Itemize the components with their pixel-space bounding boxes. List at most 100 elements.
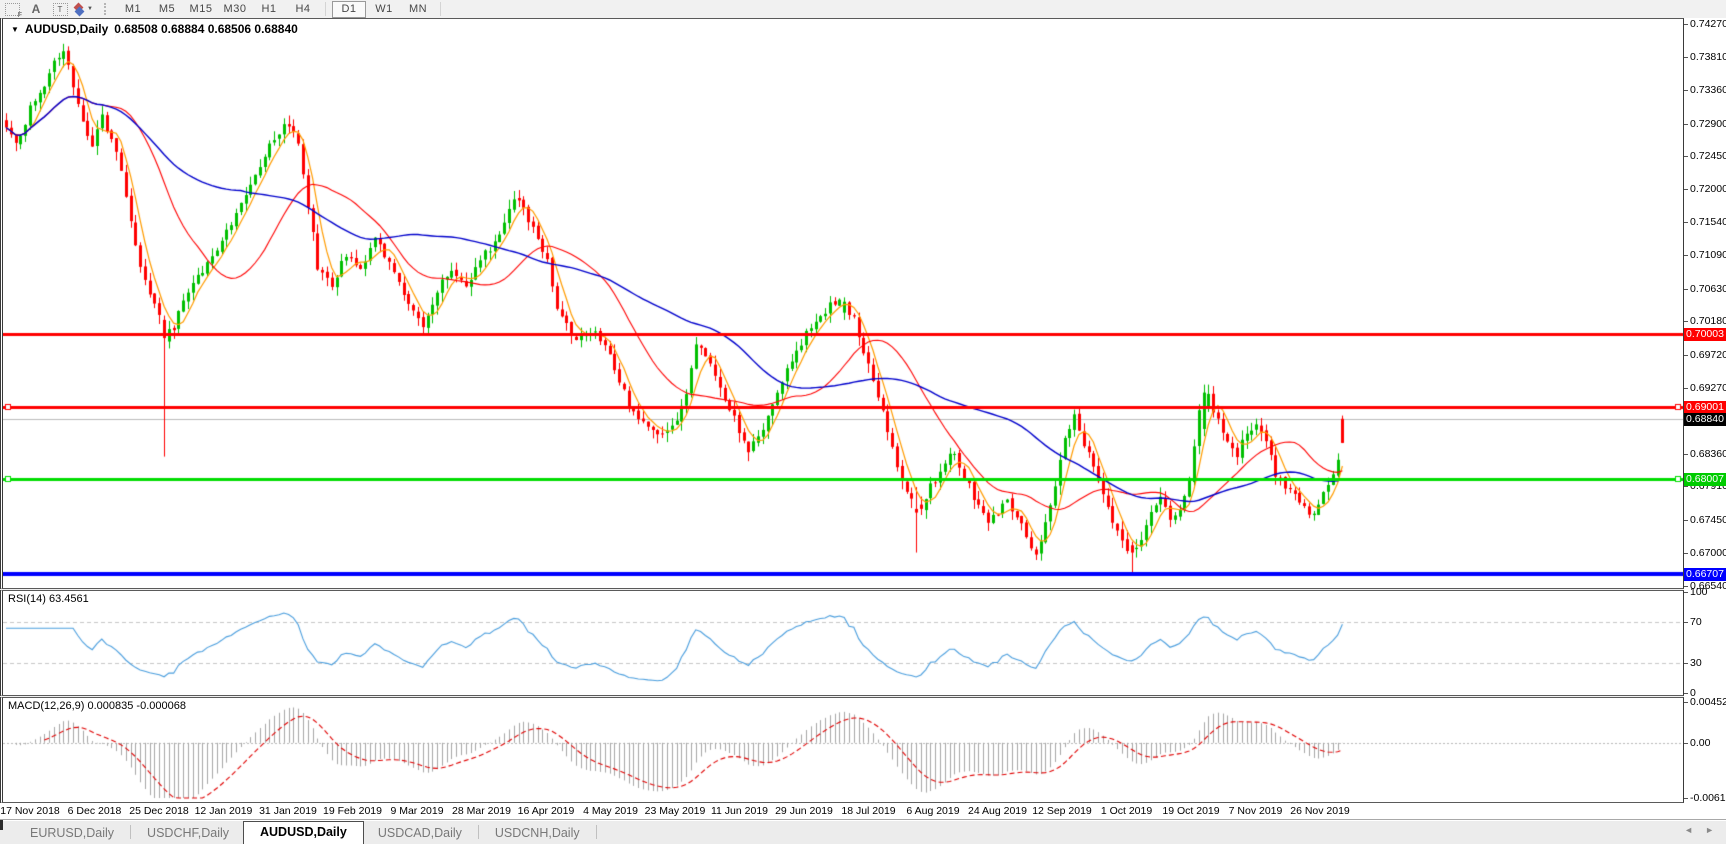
chart-ohlc-values: 0.68508 0.68884 0.68506 0.68840 — [114, 22, 298, 36]
date-axis[interactable]: 17 Nov 2018 6 Dec 2018 25 Dec 2018 12 Jan 2… — [0, 803, 1726, 819]
date-tick-label: 29 Jun 2019 — [775, 805, 833, 817]
chart-tab-eurusd-daily[interactable]: EURUSD,Daily — [30, 826, 115, 840]
main-chart-canvas[interactable] — [3, 19, 1683, 588]
scroll-right-icon[interactable]: ► — [1705, 825, 1714, 835]
timeframe-button-M15[interactable]: M15 — [189, 3, 213, 15]
date-tick-label: 25 Dec 2018 — [129, 805, 189, 817]
rsi-tick-label: 30 — [1690, 656, 1702, 669]
macd-tick-label: 0.00 — [1690, 736, 1711, 749]
price-level-tag: 0.69001 — [1684, 401, 1726, 415]
axis-tick-mark — [1684, 156, 1688, 158]
timeframe-button-M30[interactable]: M30 — [223, 3, 247, 15]
text-a-icon[interactable]: A — [27, 2, 45, 16]
date-tick-label: 6 Dec 2018 — [67, 805, 122, 817]
date-tick-label: 31 Jan 2019 — [259, 805, 317, 817]
price-tick-label: 0.70630 — [1690, 282, 1726, 295]
chart-tab-usdcad-daily[interactable]: USDCAD,Daily — [377, 826, 462, 840]
axis-tick-mark — [1684, 90, 1688, 92]
price-tick-label: 0.74270 — [1690, 18, 1726, 30]
timeframe-button-M5[interactable]: M5 — [158, 3, 176, 15]
text-label-glyph: T — [52, 2, 68, 16]
main-chart-panel: ▼ AUDUSD,Daily 0.68508 0.68884 0.68506 0… — [0, 18, 1684, 589]
chart-symbol-label: AUDUSD,Daily — [24, 22, 109, 36]
timeframe-button-M1[interactable]: M1 — [124, 3, 142, 15]
macd-canvas[interactable] — [3, 698, 1683, 802]
axis-tick-mark — [1684, 123, 1688, 125]
toolbar-drag-handle[interactable] — [104, 3, 110, 15]
text-label-icon[interactable]: T — [51, 2, 69, 16]
date-tick-label: 17 Nov 2018 — [0, 805, 60, 817]
rsi-panel: RSI(14) 63.4561 — [0, 590, 1684, 696]
date-tick-label: 11 Jun 2019 — [710, 805, 769, 817]
axis-tick-mark — [1684, 255, 1688, 257]
axis-tick-mark — [1684, 702, 1688, 703]
price-tick-label: 0.69270 — [1690, 381, 1726, 394]
price-level-tag: 0.66707 — [1684, 567, 1726, 581]
price-tick-label: 0.72450 — [1690, 150, 1726, 163]
rsi-tick-label: 100 — [1690, 586, 1708, 598]
timeframe-button-H4[interactable]: H4 — [295, 3, 311, 15]
date-tick-label: 24 Aug 2019 — [968, 805, 1027, 817]
macd-panel: MACD(12,26,9) 0.000835 -0.000068 — [0, 697, 1684, 803]
date-tick-label: 4 May 2019 — [583, 805, 638, 817]
price-tick-label: 0.72000 — [1690, 183, 1726, 196]
axis-tick-mark — [1684, 24, 1688, 25]
rsi-tick-label: 0 — [1690, 687, 1696, 699]
date-tick-label: 16 Apr 2019 — [517, 805, 575, 817]
tab-scroll-arrows: ◄ ► — [1684, 825, 1714, 835]
timeframe-button-MN[interactable]: MN — [408, 3, 428, 15]
axis-tick-mark — [1684, 742, 1688, 744]
chart-tab-bar: EURUSD,Daily USDCHF,Daily AUDUSD,Daily USDC… — [0, 819, 1726, 844]
axis-tick-mark — [1684, 387, 1688, 389]
date-tick-label: 26 Nov 2019 — [1290, 805, 1350, 817]
timeframe-button-W1[interactable]: W1 — [375, 3, 393, 15]
timeframe-toolbar: M1 M5 M15 M30 H1 H4 D1 W1 MN — [116, 0, 446, 18]
date-tick-label: 19 Oct 2019 — [1162, 805, 1220, 817]
chart-tab-audusd-daily[interactable]: AUDUSD,Daily — [243, 821, 364, 844]
axis-tick-mark — [1684, 662, 1688, 664]
price-tick-label: 0.73810 — [1690, 51, 1726, 64]
arrow-objects-icon[interactable]: ▼ — [73, 2, 93, 16]
date-tick-label: 9 Mar 2019 — [390, 805, 444, 817]
axis-tick-mark — [1684, 519, 1688, 521]
timeframe-button-D1[interactable]: D1 — [332, 0, 366, 18]
price-axis[interactable]: 0.74270 0.73810 0.73360 0.72900 0.72450 0.720… — [1684, 18, 1726, 804]
chart-tab-usdcnh-daily[interactable]: USDCNH,Daily — [494, 826, 580, 840]
price-tick-label: 0.66540 — [1690, 580, 1726, 592]
font-box-icon[interactable]: F — [3, 2, 22, 19]
font-box-glyph — [4, 2, 20, 16]
date-tick-label: 12 Sep 2019 — [1032, 805, 1092, 817]
date-tick-label: 23 May 2019 — [644, 805, 706, 817]
toolbar: F A T ▼ M1 M5 M15 M30 H1 H4 D1 W1 MN — [0, 0, 1726, 19]
price-level-tag: 0.68007 — [1684, 473, 1726, 487]
axis-tick-mark — [1684, 622, 1688, 624]
date-tick-label: 6 Aug 2019 — [906, 805, 960, 817]
price-tick-label: 0.71540 — [1690, 216, 1726, 229]
macd-label: MACD(12,26,9) 0.000835 -0.000068 — [8, 700, 186, 712]
axis-tick-mark — [1684, 222, 1688, 224]
rsi-label: RSI(14) 63.4561 — [8, 593, 89, 605]
axis-tick-mark — [1684, 586, 1688, 587]
axis-tick-mark — [1684, 189, 1688, 191]
chart-tab-usdchf-daily[interactable]: USDCHF,Daily — [147, 826, 229, 840]
chart-dropdown-icon[interactable]: ▼ — [11, 24, 19, 34]
axis-tick-mark — [1684, 592, 1688, 593]
text-a-glyph: A — [31, 2, 41, 16]
chart-title: ▼ AUDUSD,Daily 0.68508 0.68884 0.68506 0… — [11, 22, 298, 36]
price-tick-label: 0.69720 — [1690, 348, 1726, 361]
rsi-canvas[interactable] — [3, 591, 1683, 695]
date-tick-label: 19 Feb 2019 — [323, 805, 382, 817]
price-tick-label: 0.68360 — [1690, 447, 1726, 460]
tab-separator — [130, 825, 132, 839]
price-level-tag: 0.68840 — [1684, 412, 1726, 426]
axis-tick-mark — [1684, 453, 1688, 455]
date-tick-label: 7 Nov 2019 — [1228, 805, 1283, 817]
scroll-left-icon[interactable]: ◄ — [1684, 825, 1694, 835]
axis-tick-mark — [1684, 798, 1688, 799]
axis-tick-mark — [1684, 552, 1688, 554]
font-box-f-label: F — [17, 12, 22, 19]
timeframe-button-H1[interactable]: H1 — [261, 3, 277, 15]
macd-tick-label: 0.004528 — [1690, 696, 1726, 708]
toolbar-separator — [325, 2, 326, 16]
toolbar-separator — [440, 2, 441, 16]
